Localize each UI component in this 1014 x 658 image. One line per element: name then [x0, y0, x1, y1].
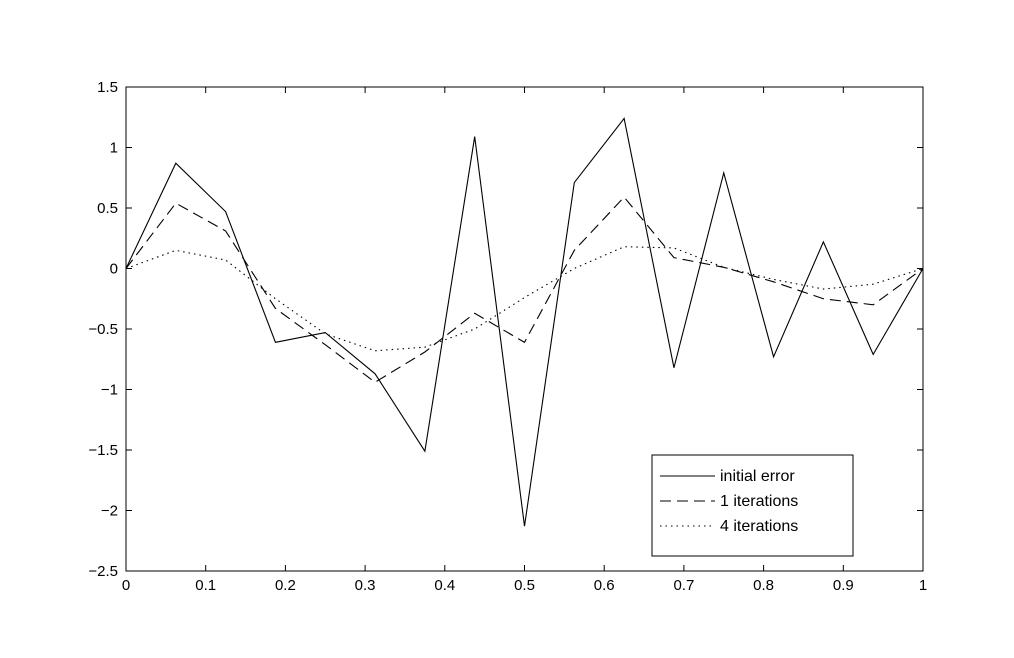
- x-tick-label: 1: [919, 577, 927, 594]
- x-tick-label: 0.2: [275, 577, 296, 594]
- y-tick-label: −1: [101, 382, 118, 399]
- series-line-solid: [125, 117, 924, 527]
- x-tick-label: 0.1: [195, 577, 216, 594]
- x-tick-label: 0.5: [514, 577, 535, 594]
- legend: initial error 1 iterations 4 iterations: [651, 454, 854, 557]
- x-tick-label: 0.9: [833, 577, 854, 594]
- legend-label: 4 iterations: [720, 518, 798, 535]
- x-tick-label: 0.3: [355, 577, 376, 594]
- y-tick-label: −0.5: [88, 321, 118, 338]
- legend-label: initial error: [720, 468, 795, 485]
- y-tick-label: 0: [110, 261, 118, 278]
- y-tick-label: 1: [110, 140, 118, 157]
- y-tick-label: −1.5: [88, 442, 118, 459]
- series-line-dashed: [125, 196, 924, 383]
- x-tick-label: 0.4: [434, 577, 455, 594]
- x-tick-label: 0.7: [673, 577, 694, 594]
- x-axis: 0 0.1 0.2 0.3 0.4 0.5 0.6 0.7 0.8 0.9 1: [122, 87, 927, 594]
- y-tick-label: −2: [101, 503, 118, 520]
- y-tick-label: 1.5: [97, 79, 118, 96]
- y-tick-label: −2.5: [88, 563, 118, 580]
- y-tick-label: 0.5: [97, 200, 118, 217]
- legend-box: [651, 454, 854, 557]
- x-tick-label: 0.6: [594, 577, 615, 594]
- y-axis: 1.5 1 0.5 0 −0.5 −1 −1.5 −2 −2.5: [88, 79, 923, 580]
- x-tick-label: 0: [122, 577, 130, 594]
- x-tick-label: 0.8: [753, 577, 774, 594]
- legend-label: 1 iterations: [720, 493, 798, 510]
- series-group: [125, 117, 924, 527]
